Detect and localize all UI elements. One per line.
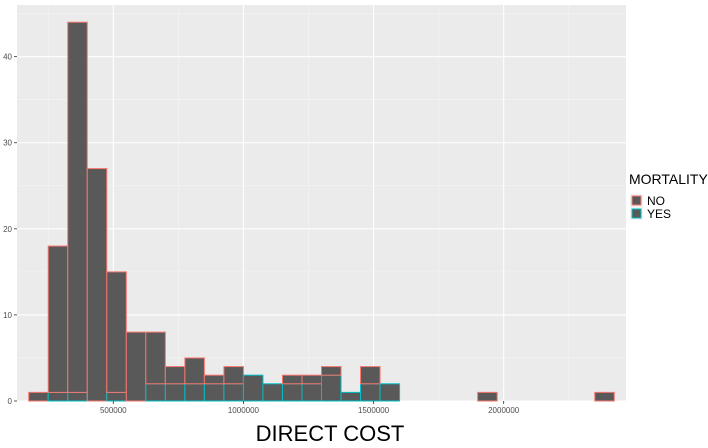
bar-no: [203, 374, 225, 385]
bar-yes: [360, 383, 381, 402]
bar-no: [281, 374, 303, 385]
bar-no: [360, 366, 381, 385]
bar-yes: [106, 391, 127, 402]
bar-no: [125, 331, 147, 402]
bar-yes: [262, 383, 283, 402]
legend-title: MORTALITY: [629, 171, 708, 187]
bar-no: [477, 391, 498, 402]
x-tick-label: 500000: [100, 406, 127, 415]
legend-label-yes: YES: [647, 207, 671, 221]
x-tick-label: 1000000: [228, 406, 260, 415]
bar-yes: [184, 383, 205, 402]
bar-no: [106, 271, 127, 393]
y-axis: 0 10 20 30 40: [3, 53, 17, 406]
bar-no: [86, 168, 108, 402]
bar-yes: [301, 383, 323, 402]
x-axis: 500000 1000000 1500000 2000000: [100, 401, 520, 415]
bar-no: [184, 357, 205, 385]
bar-yes: [164, 383, 186, 402]
bar-yes: [223, 383, 244, 402]
bar-no: [164, 366, 186, 385]
bar-no: [223, 366, 244, 385]
bar-no: [145, 331, 166, 385]
x-tick-label: 1500000: [358, 406, 390, 415]
y-tick-label: 40: [3, 53, 12, 62]
legend-key-yes: [631, 208, 642, 219]
legend-key-no: [631, 195, 642, 206]
x-tick-label: 2000000: [488, 406, 520, 415]
bar-yes: [379, 383, 401, 402]
bar-yes: [340, 391, 362, 402]
bar-yes: [242, 374, 264, 402]
legend-label-no: NO: [647, 194, 665, 208]
bar-yes: [47, 391, 69, 402]
bar-no: [301, 374, 323, 385]
bar-no: [594, 391, 615, 402]
bar-yes: [281, 383, 303, 402]
bar-yes: [145, 383, 166, 402]
bar-no: [47, 245, 69, 393]
bar-yes: [321, 374, 342, 402]
bar-yes: [67, 391, 88, 402]
y-tick-label: 0: [8, 397, 13, 406]
y-tick-label: 20: [3, 225, 12, 234]
x-axis-title: DIRECT COST: [256, 421, 405, 446]
bar-no: [28, 391, 49, 402]
y-tick-label: 30: [3, 139, 12, 148]
bar-no: [67, 21, 88, 393]
bar-yes: [203, 383, 225, 402]
y-tick-label: 10: [3, 311, 12, 320]
bar-no: [321, 366, 342, 376]
bars: [28, 21, 615, 402]
